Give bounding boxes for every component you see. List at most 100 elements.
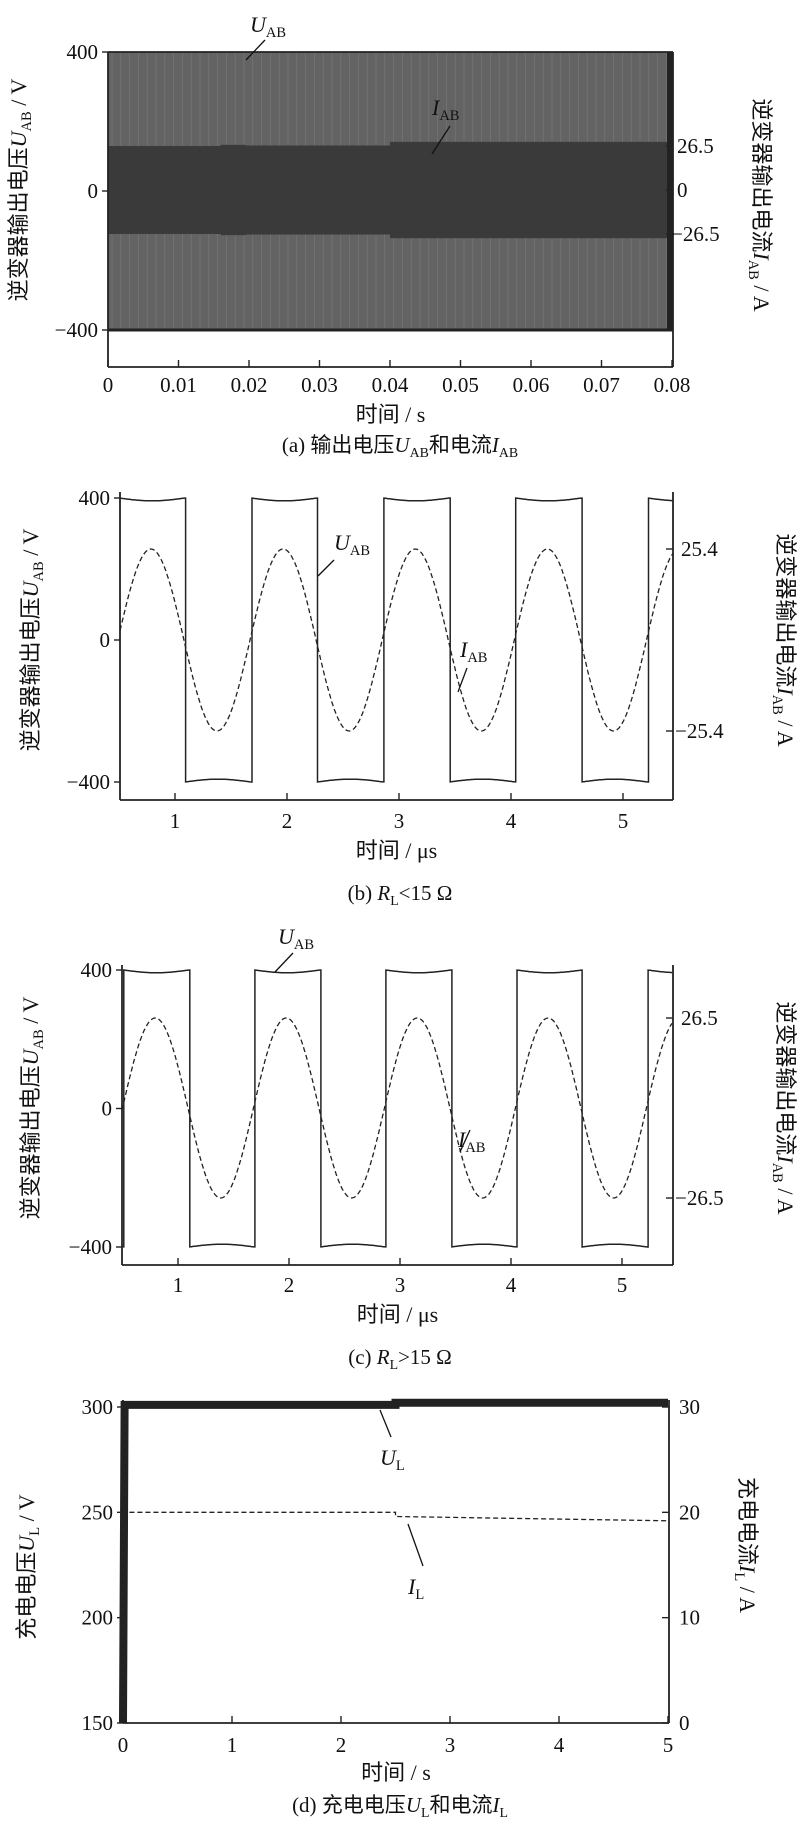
x-tick-label: 1 xyxy=(173,1273,184,1297)
y-right-axis-label-part: 逆变器输出电流 xyxy=(773,1001,798,1155)
panel-caption-part: L xyxy=(421,1805,429,1820)
x-tick-label: 0.04 xyxy=(372,373,409,397)
panel-caption-part: R xyxy=(376,1345,390,1369)
x-axis-label: 时间 / μs xyxy=(356,838,437,863)
y-left-axis-label: 逆变器输出电压UAB / V xyxy=(6,79,35,302)
annotation-leader xyxy=(407,1523,424,1567)
y-right-axis-label-part: / A xyxy=(749,280,774,312)
x-tick-label: 0.02 xyxy=(231,373,268,397)
y-left-axis-label-part: AB xyxy=(31,1029,47,1049)
series-i-ab xyxy=(121,1017,673,1199)
y-left-tick-label: 0 xyxy=(100,628,111,652)
series-annotation-part: I xyxy=(431,95,441,120)
panel-caption-part: >15 Ω xyxy=(398,1345,452,1369)
x-tick-label: 2 xyxy=(284,1273,295,1297)
panel-caption-part: (b) xyxy=(348,881,378,905)
y-left-tick-label: 300 xyxy=(82,1395,114,1419)
series-annotation: UAB xyxy=(250,12,286,41)
x-tick-label: 0.08 xyxy=(654,373,691,397)
annotation-leader xyxy=(431,125,451,155)
y-right-axis-label-part: 逆变器输出电流 xyxy=(749,98,774,252)
y-left-tick-label: 400 xyxy=(67,40,99,64)
series-annotation: IAB xyxy=(431,95,460,124)
x-tick-label: 4 xyxy=(554,1733,565,1757)
annotation-leader xyxy=(457,667,468,693)
y-right-tick-label: −25.4 xyxy=(675,719,724,743)
panel-caption: (d) 充电电压UL和电流IL xyxy=(292,1793,508,1820)
y-left-axis-label-part: AB xyxy=(31,561,47,581)
annotation-leader xyxy=(317,559,335,577)
series-u-ab xyxy=(120,497,674,783)
y-left-tick-label: 400 xyxy=(81,958,113,982)
panel-caption-part: I xyxy=(491,1793,500,1817)
x-tick-label: 0 xyxy=(118,1733,129,1757)
annotation-leader xyxy=(274,952,294,973)
series-annotation-part: AB xyxy=(294,937,314,953)
y-right-axis-label: 逆变器输出电流IAB / A xyxy=(745,98,774,311)
y-right-axis-label-part: I xyxy=(773,1154,798,1164)
series-annotation-part: L xyxy=(415,1587,424,1603)
x-tick-label: 1 xyxy=(227,1733,238,1757)
series-annotation-part: AB xyxy=(266,25,286,41)
series-annotation-part: I xyxy=(459,637,469,662)
x-axis-label: 时间 / s xyxy=(356,402,426,427)
x-tick-label: 0.06 xyxy=(513,373,550,397)
y-left-axis-label-part: / V xyxy=(14,1494,39,1527)
y-left-axis-label-part: 逆变器输出电压 xyxy=(6,147,31,301)
annotation-leader xyxy=(459,1129,471,1153)
panel-caption-part: L xyxy=(499,1805,507,1820)
x-tick-label: 2 xyxy=(336,1733,347,1757)
x-tick-label: 3 xyxy=(395,1273,406,1297)
series-annotation: UL xyxy=(380,1445,405,1474)
series-annotation-part: AB xyxy=(465,1140,485,1156)
i-ab-envelope xyxy=(390,141,673,239)
y-right-tick-label: 25.4 xyxy=(681,537,718,561)
y-left-axis-label: 逆变器输出电压UAB / V xyxy=(18,997,47,1220)
series-i-ab xyxy=(119,548,674,732)
x-tick-label: 4 xyxy=(506,1273,517,1297)
y-right-axis-label: 逆变器输出电流IAB / A xyxy=(769,533,798,746)
i-ab-envelope xyxy=(108,146,222,234)
panel-caption-part: (c) xyxy=(348,1345,377,1369)
panel-caption-part: I xyxy=(491,433,500,457)
series-annotation: IL xyxy=(407,1574,424,1603)
y-right-tick-label: 0 xyxy=(677,178,688,202)
i-ab-envelope xyxy=(220,144,246,236)
series-annotation-part: U xyxy=(250,12,268,37)
x-tick-label: 0.05 xyxy=(442,373,479,397)
y-left-axis-label-part: / V xyxy=(18,997,43,1030)
y-left-tick-label: 400 xyxy=(79,486,111,510)
x-axis-label: 时间 / s xyxy=(361,1760,431,1785)
x-tick-label: 0 xyxy=(103,373,114,397)
y-right-axis-label-part: / A xyxy=(773,1183,798,1215)
series-u-ab xyxy=(121,969,673,1248)
panel-caption-part: R xyxy=(376,881,390,905)
y-left-axis-label-part: U xyxy=(18,579,43,597)
annotation-leader xyxy=(379,1409,392,1438)
y-right-axis-label-part: 逆变器输出电流 xyxy=(773,533,798,687)
i-ab-envelope xyxy=(245,145,391,235)
y-left-axis-label-part: / V xyxy=(18,529,43,562)
y-left-axis-label: 逆变器输出电压UAB / V xyxy=(18,529,47,752)
y-left-tick-label: −400 xyxy=(55,318,98,342)
y-left-axis-label-part: 充电电压 xyxy=(14,1552,39,1640)
series-annotation-part: I xyxy=(457,1127,467,1152)
y-left-axis-label-part: U xyxy=(18,1047,43,1065)
y-left-tick-label: 150 xyxy=(82,1711,114,1735)
x-axis-label-part: 时间 / μs xyxy=(357,1302,438,1327)
u-ab-right-edge xyxy=(667,52,673,330)
x-tick-label: 5 xyxy=(617,1273,628,1297)
x-tick-label: 5 xyxy=(663,1733,674,1757)
series-annotation-part: U xyxy=(278,924,296,949)
series-annotation-part: AB xyxy=(439,108,459,124)
y-left-axis-label-part: 逆变器输出电压 xyxy=(18,1065,43,1219)
y-right-axis-label-part: L xyxy=(731,1572,747,1581)
y-right-tick-label: 30 xyxy=(679,1395,700,1419)
panel-caption-part: 和电流 xyxy=(429,433,492,457)
panel-caption-part: 和电流 xyxy=(429,1793,492,1817)
panel-caption-part: U xyxy=(394,433,411,457)
y-left-tick-label: 200 xyxy=(82,1606,114,1630)
y-right-tick-label: −26.5 xyxy=(675,1186,724,1210)
y-right-axis-label-part: AB xyxy=(769,695,785,715)
